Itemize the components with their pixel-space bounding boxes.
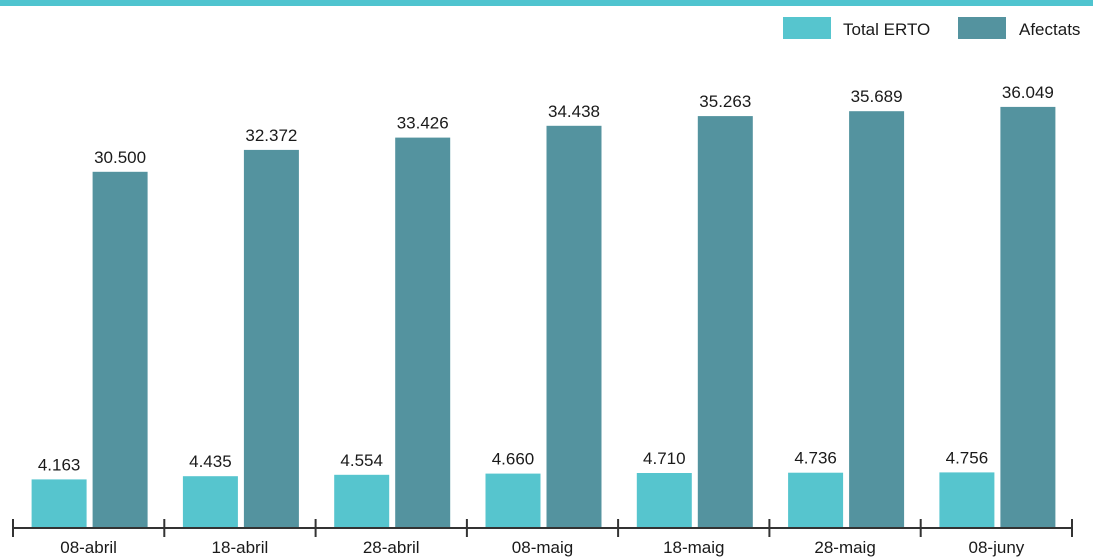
legend-label-total-erto: Total ERTO — [843, 20, 930, 39]
data-label-total-erto-08-abril: 4.163 — [38, 455, 81, 474]
x-tick-label-18-maig: 18-maig — [663, 538, 724, 557]
bar-afectats-08-maig — [546, 125, 602, 529]
data-label-afectats-18-abril: 32.372 — [245, 126, 297, 145]
x-tick-label-18-abril: 18-abril — [212, 538, 269, 557]
bar-total-erto-08-maig — [485, 473, 541, 528]
data-label-afectats-08-juny: 36.049 — [1002, 83, 1054, 102]
x-tick-label-08-maig: 08-maig — [512, 538, 573, 557]
data-label-total-erto-18-maig: 4.710 — [643, 449, 686, 468]
data-label-afectats-28-maig: 35.689 — [851, 87, 903, 106]
bar-afectats-18-abril — [243, 149, 299, 528]
bar-afectats-08-abril — [92, 171, 148, 529]
x-tick-label-28-maig: 28-maig — [814, 538, 875, 557]
bar-total-erto-08-juny — [939, 472, 995, 528]
x-tick-label-28-abril: 28-abril — [363, 538, 420, 557]
bar-total-erto-18-maig — [636, 473, 692, 528]
x-tick-label-08-abril: 08-abril — [60, 538, 117, 557]
bar-afectats-28-maig — [849, 111, 905, 528]
data-label-total-erto-08-maig: 4.660 — [492, 450, 535, 469]
x-tick-label-08-juny: 08-juny — [969, 538, 1025, 557]
top-accent-bar — [0, 0, 1093, 6]
legend-swatch-total-erto — [783, 17, 831, 39]
bar-total-erto-08-abril — [31, 479, 87, 528]
bar-afectats-18-maig — [697, 116, 753, 528]
x-tick-labels-group: 08-abril 18-abril 28-abril 08-maig 18-maig 28… — [60, 538, 1025, 557]
legend: Total ERTO Afectats — [783, 17, 1080, 39]
data-label-afectats-08-abril: 30.500 — [94, 148, 146, 167]
data-label-total-erto-28-abril: 4.554 — [340, 451, 383, 470]
bar-afectats-28-abril — [395, 137, 451, 528]
data-labels-group: 4.163 30.500 4.435 32.372 4.554 33.426 4.660 34… — [38, 83, 1054, 474]
bar-afectats-08-juny — [1000, 106, 1056, 529]
legend-swatch-afectats — [958, 17, 1006, 39]
data-label-total-erto-28-maig: 4.736 — [794, 449, 837, 468]
bar-total-erto-28-maig — [788, 472, 844, 528]
x-axis — [12, 519, 1073, 537]
bar-total-erto-28-abril — [334, 474, 390, 528]
data-label-afectats-08-maig: 34.438 — [548, 102, 600, 121]
data-label-afectats-18-maig: 35.263 — [699, 92, 751, 111]
bar-total-erto-18-abril — [182, 476, 238, 528]
data-label-total-erto-18-abril: 4.435 — [189, 452, 232, 471]
bars-group — [31, 106, 1056, 529]
data-label-afectats-28-abril: 33.426 — [397, 114, 449, 133]
data-label-total-erto-08-juny: 4.756 — [946, 448, 989, 467]
legend-label-afectats: Afectats — [1019, 20, 1080, 39]
